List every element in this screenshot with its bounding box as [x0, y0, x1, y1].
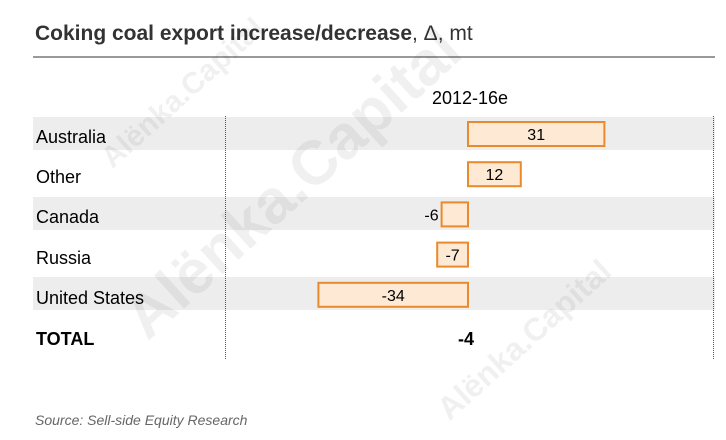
category-label: Canada: [36, 207, 100, 227]
column-header: 2012-16e: [431, 88, 509, 108]
bar-canada: [440, 201, 470, 228]
chart-title-main: Coking coal export increase/decrease: [35, 22, 413, 45]
data-label: -7: [445, 248, 459, 265]
category-label: United States: [36, 288, 145, 308]
chart-title: Coking coal export increase/decrease, Δ,…: [35, 22, 473, 46]
data-label: 12: [486, 167, 504, 184]
total-value: -4: [457, 329, 474, 349]
category-label: Australia: [36, 127, 107, 147]
category-label: Russia: [36, 248, 92, 268]
title-rule: [33, 56, 715, 58]
bar-australia: [467, 121, 606, 147]
data-label: 31: [527, 127, 545, 144]
data-label: -6: [424, 207, 438, 224]
label-divider: [225, 116, 226, 359]
chart-title-unit: , Δ, mt: [412, 22, 473, 45]
source-note: Source: Sell-side Equity Research: [35, 412, 248, 428]
row-band: [33, 197, 715, 230]
data-label: -34: [382, 288, 405, 305]
bar-other: [467, 161, 522, 188]
total-label: TOTAL: [36, 329, 95, 349]
bar-russia: [436, 241, 470, 268]
category-label: Other: [36, 167, 82, 187]
bar-united-states: [317, 281, 469, 308]
right-divider: [713, 116, 714, 359]
